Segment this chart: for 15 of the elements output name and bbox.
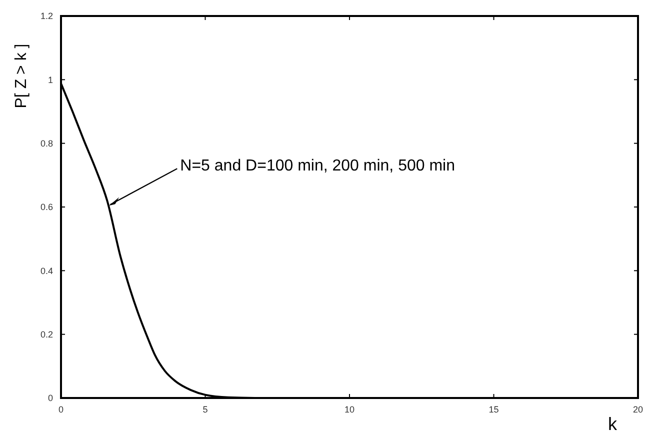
y-tick-label: 0.2 [40, 330, 53, 340]
annotation: N=5 and D=100 min, 200 min, 500 min [180, 158, 455, 175]
y-tick-label: 0.6 [40, 202, 53, 212]
x-tick-label: 10 [344, 404, 355, 414]
y-tick-label: 0.8 [40, 138, 53, 149]
y-tick-label: 0 [48, 393, 53, 404]
x-tick-label: 15 [488, 404, 499, 414]
x-axis-title: k [608, 414, 618, 434]
y-tick-label: 0.4 [40, 266, 53, 276]
y-axis-title: P[ Z > k ] [13, 44, 30, 108]
y-tick-label: 1 [48, 74, 53, 85]
x-tick-label: 20 [632, 404, 644, 414]
x-tick-label: 5 [202, 404, 208, 414]
x-tick-label: 0 [58, 404, 64, 414]
y-tick-label: 1.2 [40, 11, 53, 22]
